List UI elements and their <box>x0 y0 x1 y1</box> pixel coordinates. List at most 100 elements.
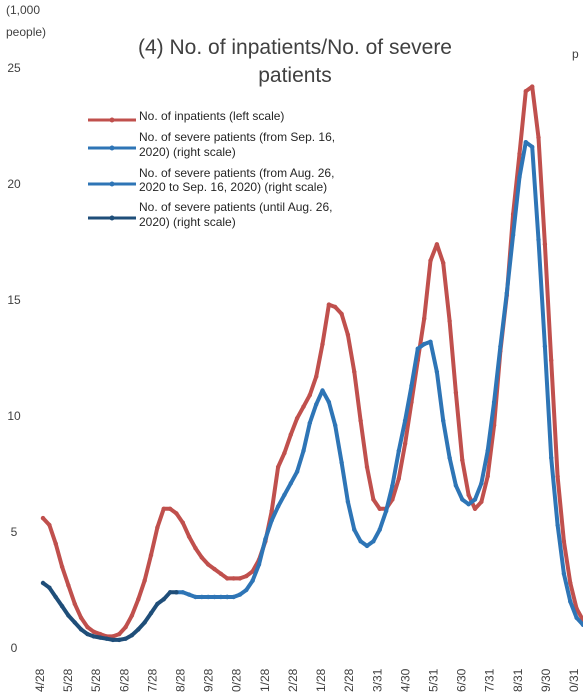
data-point <box>231 594 236 600</box>
data-point <box>536 135 541 140</box>
data-point <box>561 571 567 576</box>
right-axis-unit-label: p <box>572 47 579 61</box>
data-point <box>402 418 408 423</box>
data-point <box>390 497 395 502</box>
x-tick-label: 9/28 <box>202 668 216 692</box>
data-point <box>123 636 128 641</box>
axes: 0 5 10 15 20 25 4/28 5/28 5/28 6/28 7/28 8/28 9/28 0/… <box>7 61 581 692</box>
data-point <box>161 597 166 602</box>
labels: (1,000 people) p (4) No. of inpatients/No. … <box>6 3 579 87</box>
y-tick-label: 15 <box>7 293 21 307</box>
data-point <box>441 418 446 423</box>
data-point <box>256 562 262 567</box>
data-point <box>422 341 427 347</box>
data-point <box>174 511 179 516</box>
legend-item: No. of inpatients (left scale) <box>88 109 284 123</box>
data-point <box>472 506 478 511</box>
y-tick-label: 10 <box>7 409 21 423</box>
data-point <box>561 539 567 544</box>
data-point <box>110 634 116 639</box>
chart-title: (4) No. of inpatients/No. of severe <box>138 36 452 59</box>
data-point <box>504 290 509 296</box>
data-point <box>142 578 147 583</box>
data-point <box>568 599 573 604</box>
data-point <box>415 346 420 351</box>
data-point <box>428 258 433 263</box>
data-point <box>123 624 128 630</box>
data-point <box>161 506 166 511</box>
data-point <box>409 383 414 388</box>
data-point <box>288 432 293 437</box>
data-point <box>339 311 344 317</box>
data-point <box>294 469 300 474</box>
data-point <box>517 151 522 156</box>
data-point <box>53 541 58 546</box>
data-point <box>301 448 306 453</box>
data-point <box>517 174 522 180</box>
x-tick-label: 7/31 <box>483 668 497 692</box>
data-point <box>98 635 103 640</box>
data-point <box>244 573 249 579</box>
data-point <box>180 590 185 595</box>
data-point <box>555 474 560 479</box>
y-tick-label: 0 <box>11 641 18 655</box>
data-point <box>549 455 554 460</box>
series-line <box>41 581 179 642</box>
legend: No. of inpatients (left scale) No. of sev… <box>88 109 335 229</box>
data-point <box>282 450 287 456</box>
data-point <box>40 580 46 586</box>
data-point <box>510 232 516 238</box>
data-point <box>568 580 573 586</box>
data-point <box>104 636 109 641</box>
data-point <box>180 520 185 525</box>
data-point <box>206 594 211 600</box>
data-point <box>218 594 224 600</box>
legend-label: No. of severe patients (from Sep. 16, <box>139 130 335 144</box>
data-point <box>117 637 122 643</box>
data-point <box>167 506 173 511</box>
data-point <box>218 571 224 576</box>
x-tick-label: 4/30 <box>398 668 412 692</box>
data-point <box>472 497 478 502</box>
data-point <box>371 497 376 502</box>
data-point <box>40 515 46 521</box>
data-point <box>66 583 71 588</box>
data-point <box>136 627 141 632</box>
data-point <box>294 416 300 421</box>
data-point <box>377 506 382 511</box>
series-line <box>225 140 583 627</box>
data-point <box>129 633 135 638</box>
data-point <box>148 553 154 558</box>
data-point <box>396 476 401 481</box>
x-tick-label: 6/30 <box>455 668 469 692</box>
legend-item: No. of severe patients (from Aug. 26,202… <box>88 166 334 194</box>
data-point <box>434 242 440 247</box>
data-point <box>320 341 325 347</box>
data-point <box>85 631 90 637</box>
data-point <box>72 601 78 607</box>
data-point <box>167 590 173 595</box>
x-tick-label: 1/28 <box>314 668 328 692</box>
x-tick-label: 3/31 <box>370 668 384 692</box>
data-point <box>466 502 471 507</box>
data-point <box>269 508 274 514</box>
y-axis-unit-label: (1,000 <box>6 3 40 17</box>
data-point <box>155 525 160 530</box>
legend-item: No. of severe patients (from Sep. 16,202… <box>88 130 335 159</box>
data-point <box>91 629 97 634</box>
data-point <box>186 534 192 539</box>
data-point <box>345 332 351 337</box>
legend-marker <box>109 117 115 123</box>
data-point <box>136 597 141 602</box>
data-point <box>59 604 65 609</box>
legend-marker <box>109 215 115 221</box>
data-point <box>307 392 312 398</box>
x-tick-label: 0/31 <box>567 668 581 692</box>
data-point <box>422 316 427 321</box>
data-point <box>447 455 452 460</box>
legend-label: No. of inpatients (left scale) <box>139 109 284 123</box>
data-point <box>244 587 249 593</box>
series-layer <box>40 84 583 643</box>
